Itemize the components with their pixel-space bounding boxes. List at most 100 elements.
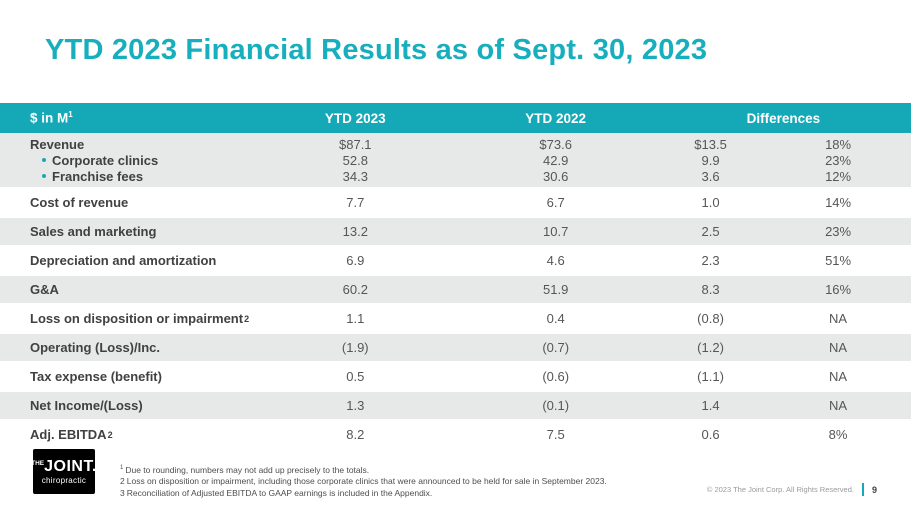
row-label: Revenue	[30, 136, 85, 152]
table-header-row: $ in M1 YTD 2023 YTD 2022 Differences	[0, 103, 911, 133]
the-joint-chiropractic-logo: THE JOINT. chiropractic	[31, 449, 97, 494]
cell-ytd2022: $73.6	[539, 136, 572, 152]
cell-ytd2022: (0.7)	[542, 340, 570, 355]
footer-right: © 2023 The Joint Corp. All Rights Reserv…	[707, 483, 877, 496]
table-body: Revenue $87.1 $73.6 $13.5 18% Corporate clini…	[0, 133, 911, 450]
page-title: YTD 2023 Financial Results as of Sept. 3…	[45, 34, 708, 66]
header-footnote-marker: 1	[68, 110, 73, 120]
row-label: G&A	[30, 282, 59, 297]
row-label: Loss on disposition or impairment 2	[30, 311, 250, 326]
row-label: Tax expense (benefit)	[30, 369, 162, 384]
cell-difference-pct: 14%	[825, 195, 852, 210]
cell-ytd2022: 30.6	[543, 168, 569, 184]
footnote-marker: 3	[120, 487, 125, 498]
financial-table: $ in M1 YTD 2023 YTD 2022 Differences Re…	[0, 103, 911, 450]
cell-difference: 2.3	[701, 253, 720, 268]
table-row: Depreciation and amortization 6.9 4.6 2.3 51…	[0, 247, 911, 274]
cell-ytd2022: 6.7	[546, 195, 565, 210]
cell-difference: 1.0	[701, 195, 720, 210]
cell-ytd2023: 8.2	[346, 427, 365, 442]
cell-ytd2022: 42.9	[543, 152, 569, 168]
cell-difference-pct: 23%	[825, 152, 852, 168]
row-footnote-marker: 2	[244, 313, 250, 324]
cell-difference-pct: 16%	[825, 282, 852, 297]
cell-ytd2022: 4.6	[546, 253, 565, 268]
table-row: Corporate clinics 52.8 42.9 9.9 23%	[0, 152, 911, 168]
cell-difference-pct: 51%	[825, 253, 852, 268]
footnote-marker: 1	[120, 465, 124, 471]
cell-difference-pct: 18%	[825, 136, 852, 152]
copyright-text: © 2023 The Joint Corp. All Rights Reserv…	[706, 485, 854, 494]
row-label: Operating (Loss)/Inc.	[30, 340, 161, 355]
table-row: Net Income/(Loss) 1.3 (0.1) 1.4 NA	[0, 392, 911, 419]
table-band: G&A 60.2 51.9 8.3 16%	[0, 276, 911, 305]
row-footnote-marker: 2	[107, 429, 113, 440]
cell-ytd2023: 60.2	[342, 282, 368, 297]
cell-difference: (1.2)	[697, 340, 724, 355]
cell-ytd2022: 10.7	[543, 224, 569, 239]
table-row: Revenue $87.1 $73.6 $13.5 18%	[0, 136, 911, 152]
cell-difference: 0.6	[701, 427, 720, 442]
table-band: Cost of revenue 7.7 6.7 1.0 14%	[0, 189, 911, 218]
table-band: Operating (Loss)/Inc. (1.9) (0.7) (1.2) NA	[0, 334, 911, 363]
table-band: Net Income/(Loss) 1.3 (0.1) 1.4 NA	[0, 392, 911, 421]
page-number: 9	[871, 484, 877, 495]
cell-ytd2023: (1.9)	[341, 340, 369, 355]
footnote: 2 Loss on disposition or impairment, incl…	[120, 476, 607, 488]
cell-difference: 2.5	[701, 224, 720, 239]
row-label: Depreciation and amortization	[30, 253, 217, 268]
header-dollars-in-millions: $ in M1	[30, 110, 73, 126]
cell-ytd2023: 0.5	[346, 369, 365, 384]
row-label: Franchise fees	[0, 169, 255, 184]
header-differences: Differences	[746, 110, 821, 126]
row-label: Adj. EBITDA 2	[30, 427, 113, 442]
cell-ytd2023: 1.3	[346, 398, 365, 413]
table-band: Tax expense (benefit) 0.5 (0.6) (1.1) NA	[0, 363, 911, 392]
table-row: Cost of revenue 7.7 6.7 1.0 14%	[0, 189, 911, 216]
cell-difference: $13.5	[694, 136, 727, 152]
footnote: 1 Due to rounding, numbers may not add up…	[120, 463, 607, 476]
cell-ytd2023: 34.3	[342, 168, 368, 184]
cell-difference-pct: 23%	[825, 224, 852, 239]
table-band: Revenue $87.1 $73.6 $13.5 18% Corporate clini…	[0, 133, 911, 189]
cell-ytd2022: (0.1)	[542, 398, 570, 413]
table-row: Operating (Loss)/Inc. (1.9) (0.7) (1.2) NA	[0, 334, 911, 361]
table-row: Sales and marketing 13.2 10.7 2.5 23%	[0, 218, 911, 245]
row-label: Cost of revenue	[30, 195, 129, 210]
table-row: G&A 60.2 51.9 8.3 16%	[0, 276, 911, 303]
cell-ytd2022: 0.4	[546, 311, 565, 326]
page-number-divider	[861, 483, 864, 496]
row-label: Net Income/(Loss)	[30, 398, 143, 413]
footnote-text: Reconciliation of Adjusted EBITDA to GAA…	[126, 487, 433, 498]
cell-ytd2023: 52.8	[342, 152, 368, 168]
footnote-marker: 2	[120, 476, 125, 487]
table-band: Loss on disposition or impairment 2 1.1 0.4…	[0, 305, 911, 334]
table-band: Depreciation and amortization 6.9 4.6 2.3 51…	[0, 247, 911, 276]
logo-chiropractic-text: chiropractic	[41, 475, 87, 485]
footnote-text: Loss on disposition or impairment, inclu…	[126, 476, 607, 487]
cell-ytd2022: 7.5	[546, 427, 565, 442]
cell-ytd2023: 6.9	[346, 253, 365, 268]
table-row: Franchise fees 34.3 30.6 3.6 12%	[0, 168, 911, 184]
footnote-text: Due to rounding, numbers may not add up …	[125, 464, 370, 475]
table-band: Adj. EBITDA 2 8.2 7.5 0.6 8%	[0, 421, 911, 450]
cell-difference: (1.1)	[697, 369, 724, 384]
cell-ytd2022: 51.9	[543, 282, 569, 297]
table-row: Loss on disposition or impairment 2 1.1 0.4…	[0, 305, 911, 332]
cell-ytd2023: 7.7	[346, 195, 365, 210]
header-ytd-2023: YTD 2023	[324, 110, 386, 126]
logo-wordmark: THE JOINT.	[31, 457, 97, 475]
footnote: 3 Reconciliation of Adjusted EBITDA to GA…	[120, 488, 607, 500]
bullet-icon	[42, 174, 46, 178]
cell-difference-pct: 8%	[828, 427, 848, 442]
cell-ytd2022: (0.6)	[542, 369, 570, 384]
logo-joint-text: JOINT.	[44, 457, 97, 475]
cell-ytd2023: 13.2	[342, 224, 368, 239]
table-band: Sales and marketing 13.2 10.7 2.5 23%	[0, 218, 911, 247]
cell-difference-pct: NA	[829, 311, 848, 326]
cell-difference-pct: 12%	[825, 168, 852, 184]
cell-difference: 3.6	[701, 168, 720, 184]
table-row: Tax expense (benefit) 0.5 (0.6) (1.1) NA	[0, 363, 911, 390]
header-ytd-2022: YTD 2022	[525, 110, 587, 126]
